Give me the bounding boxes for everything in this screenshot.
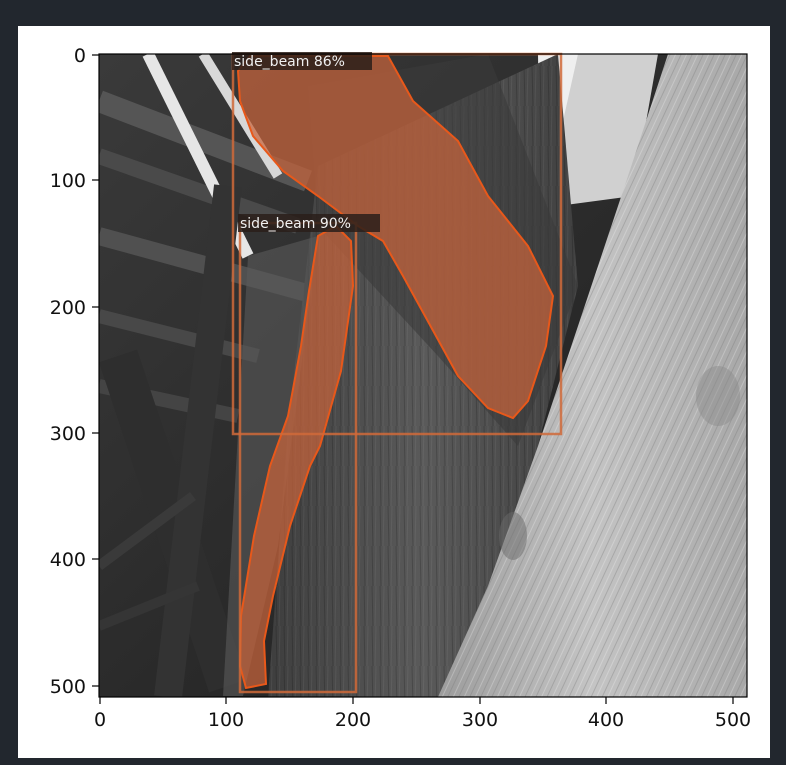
axes-frame — [98, 53, 748, 698]
x-tick-label: 100 — [208, 709, 244, 731]
y-tick-label: 400 — [50, 549, 86, 571]
plot: side_beam 86% side_beam 90% 0 100 200 30… — [50, 45, 751, 731]
y-axis: 0 100 200 300 400 500 — [50, 45, 99, 698]
y-tick-label: 100 — [50, 170, 86, 192]
x-tick-label: 0 — [94, 709, 106, 731]
detection-label-text: side_beam 90% — [240, 216, 351, 232]
y-tick-label: 500 — [50, 676, 86, 698]
x-tick-label: 500 — [715, 709, 751, 731]
side-beam-mask-86 — [236, 55, 555, 420]
x-axis: 0 100 200 300 400 500 — [94, 697, 751, 731]
y-tick-label: 0 — [74, 45, 86, 67]
y-tick-label: 300 — [50, 423, 86, 445]
x-tick-label: 200 — [335, 709, 371, 731]
detection-label-90: side_beam 90% — [238, 214, 380, 232]
background-rafters — [99, 54, 321, 697]
detection-masks — [236, 55, 555, 690]
figure: side_beam 86% side_beam 90% 0 100 200 30… — [18, 26, 770, 758]
y-tick-label: 200 — [50, 297, 86, 319]
detection-label-86: side_beam 86% — [232, 52, 372, 70]
x-tick-label: 300 — [462, 709, 498, 731]
detection-label-text: side_beam 86% — [234, 54, 345, 70]
x-tick-label: 400 — [588, 709, 624, 731]
side-beam-mask-90 — [238, 224, 355, 690]
